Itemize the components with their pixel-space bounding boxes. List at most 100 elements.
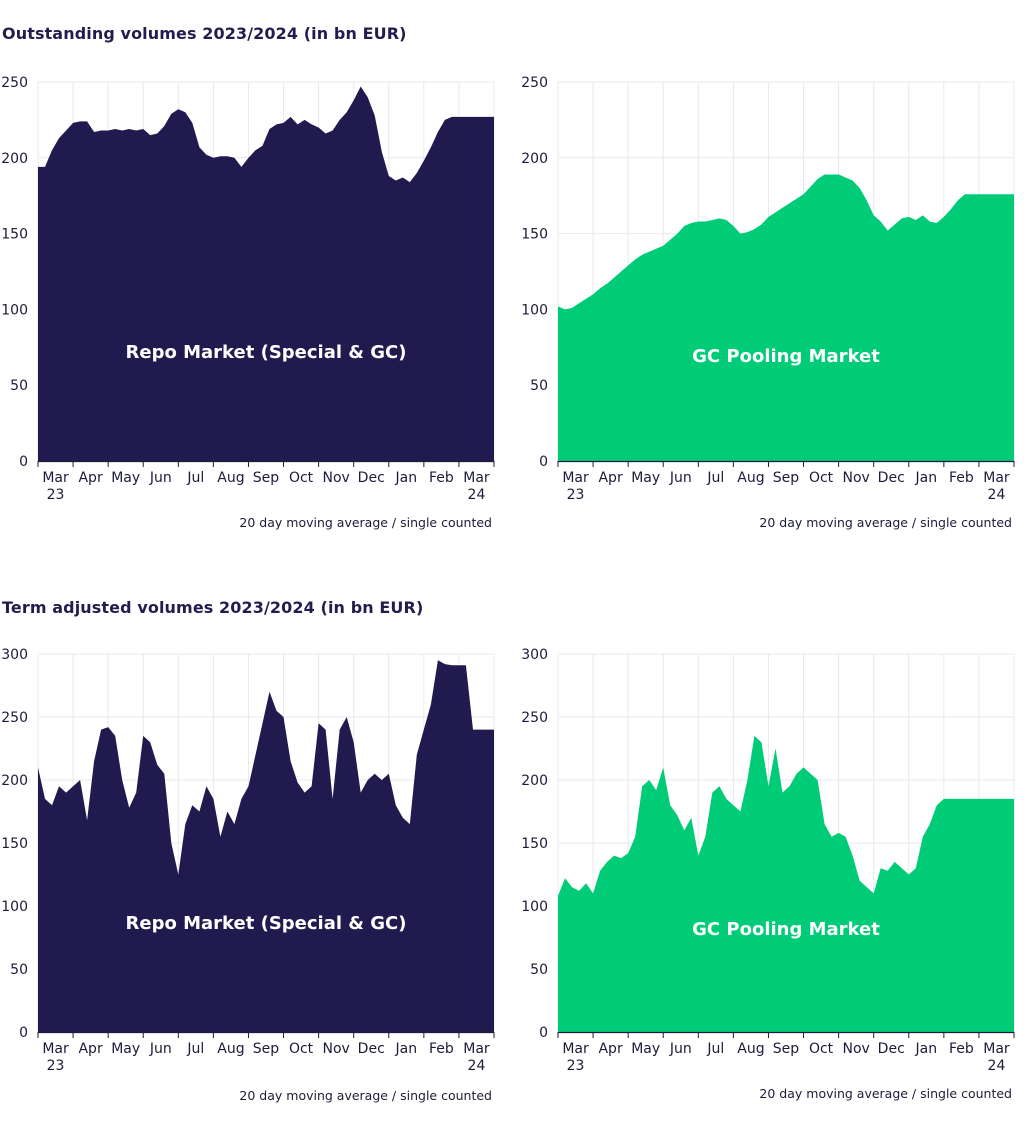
y-tick-label: 0 [539,1025,548,1041]
y-tick-label: 250 [1,75,28,91]
area-series [38,86,494,461]
x-tick-label: Feb [949,470,974,486]
x-tick-label: Mar [463,1041,490,1057]
x-tick-label: Jul [706,1041,724,1057]
x-tick-label: May [111,1041,140,1057]
y-tick-label: 300 [521,647,548,663]
x-tick-label: Nov [322,1041,349,1057]
x-tick-label: Apr [598,470,622,486]
x-tick-year-label: 24 [468,1058,486,1074]
x-tick-label: Mar [42,1041,69,1057]
x-tick-label: May [631,1041,660,1057]
x-tick-label: Sep [773,470,800,486]
y-tick-label: 150 [521,836,548,852]
area-series [558,174,1014,461]
y-tick-label: 50 [10,962,28,978]
y-tick-label: 100 [521,899,548,915]
x-tick-label: Mar [463,470,490,486]
x-tick-label: Sep [253,470,280,486]
y-tick-label: 250 [1,710,28,726]
y-tick-label: 200 [1,151,28,167]
area-series [558,735,1014,1032]
x-tick-label: Nov [842,470,869,486]
x-tick-label: Dec [878,1041,905,1057]
y-tick-label: 150 [1,836,28,852]
chart-footnote: 20 day moving average / single counted [239,1088,492,1103]
x-tick-label: Dec [358,470,385,486]
market-label: Repo Market (Special & GC) [126,913,407,934]
y-tick-label: 150 [521,227,548,243]
x-tick-label: Aug [217,470,244,486]
y-tick-label: 200 [521,773,548,789]
x-tick-label: Jan [915,1041,938,1057]
y-tick-label: 50 [10,378,28,394]
x-tick-label: Jun [669,470,692,486]
y-tick-label: 200 [521,151,548,167]
market-label: GC Pooling Market [692,919,880,940]
y-tick-label: 200 [1,773,28,789]
x-tick-year-label: 24 [988,487,1006,503]
x-tick-label: Oct [809,470,834,486]
term-adjusted-volumes-title: Term adjusted volumes 2023/2024 (in bn E… [2,598,424,617]
market-label: GC Pooling Market [692,346,880,367]
x-tick-label: Jul [186,1041,204,1057]
y-tick-label: 50 [530,378,548,394]
x-tick-label: May [111,470,140,486]
x-tick-label: Sep [773,1041,800,1057]
x-tick-label: Mar [983,1041,1010,1057]
y-tick-label: 250 [521,710,548,726]
x-tick-label: Apr [78,470,102,486]
x-tick-label: Mar [42,470,69,486]
chart-footnote: 20 day moving average / single counted [239,515,492,530]
x-tick-label: Aug [217,1041,244,1057]
chart-footnote: 20 day moving average / single counted [759,1086,1012,1101]
x-tick-label: Apr [78,1041,102,1057]
x-tick-label: Oct [289,1041,314,1057]
chart-footnote: 20 day moving average / single counted [759,515,1012,530]
outstanding-volumes-title: Outstanding volumes 2023/2024 (in bn EUR… [2,24,407,43]
x-tick-year-label: 23 [47,1058,65,1074]
x-tick-label: Mar [983,470,1010,486]
x-tick-label: Mar [562,1041,589,1057]
y-tick-label: 0 [19,454,28,470]
x-tick-label: Oct [289,470,314,486]
x-tick-label: Aug [737,470,764,486]
x-tick-label: Jul [706,470,724,486]
x-tick-label: Nov [322,470,349,486]
x-tick-label: Feb [429,1041,454,1057]
x-tick-label: Jan [915,470,938,486]
y-tick-label: 250 [521,75,548,91]
x-tick-label: Oct [809,1041,834,1057]
y-tick-label: 100 [521,302,548,318]
x-tick-label: Jun [149,1041,172,1057]
y-tick-label: 50 [530,962,548,978]
x-tick-year-label: 24 [988,1058,1006,1074]
x-tick-label: Aug [737,1041,764,1057]
y-tick-label: 0 [539,454,548,470]
x-tick-label: Jan [395,470,418,486]
x-tick-label: Jun [669,1041,692,1057]
x-tick-year-label: 24 [468,487,486,503]
x-tick-year-label: 23 [567,487,585,503]
x-tick-label: Dec [358,1041,385,1057]
x-tick-label: Nov [842,1041,869,1057]
x-tick-label: Jun [149,470,172,486]
market-label: Repo Market (Special & GC) [126,342,407,363]
x-tick-label: Jan [395,1041,418,1057]
y-tick-label: 100 [1,899,28,915]
x-tick-label: Dec [878,470,905,486]
x-tick-label: Sep [253,1041,280,1057]
area-series [38,660,494,1032]
x-tick-label: Apr [598,1041,622,1057]
x-tick-label: May [631,470,660,486]
x-tick-label: Mar [562,470,589,486]
x-tick-year-label: 23 [47,487,65,503]
x-tick-label: Feb [949,1041,974,1057]
y-tick-label: 300 [1,647,28,663]
y-tick-label: 0 [19,1025,28,1041]
x-tick-label: Jul [186,470,204,486]
